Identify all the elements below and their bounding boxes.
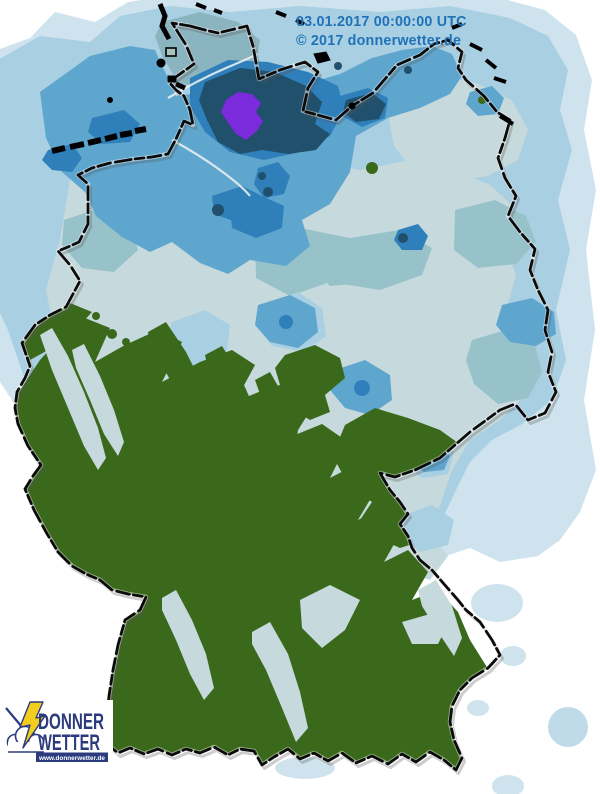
ruegen-coast-marks — [451, 22, 507, 84]
fehmarn-island — [313, 51, 331, 64]
logo-url-bar — [36, 752, 108, 762]
logo-brand-line2: WETTER — [38, 730, 100, 755]
precip-layer-extreme — [221, 92, 263, 140]
east-frisian-islands — [51, 126, 147, 154]
helgoland-island — [107, 97, 113, 103]
map-header: 03.01.2017 00:00:00 UTC © 2017 donnerwet… — [296, 14, 467, 49]
sylt-island — [157, 3, 172, 41]
islands — [51, 2, 515, 154]
lightning-bolt-icon — [19, 701, 46, 749]
nordstrand-island — [174, 81, 187, 91]
donnerwetter-logo: DONNER WETTER www.donnerwetter.de — [3, 700, 113, 766]
timestamp-label: 03.01.2017 00:00:00 UTC — [296, 14, 467, 30]
logo-brand-line1: DONNER — [38, 709, 104, 734]
usedom-island — [498, 114, 515, 126]
logo-url-label: www.donnerwetter.de — [38, 755, 106, 762]
pellworm-island — [167, 75, 177, 83]
elbe-river-line — [171, 139, 251, 197]
danish-coast-marks — [195, 2, 305, 26]
foehr-island — [165, 47, 177, 57]
germany-border — [12, 20, 560, 775]
amrum-island — [156, 58, 166, 68]
poel-island — [348, 102, 356, 110]
precip-layer-heavy — [199, 62, 412, 243]
copyright-label: © 2017 donnerwetter.de — [296, 33, 461, 49]
border-line — [13, 21, 558, 772]
